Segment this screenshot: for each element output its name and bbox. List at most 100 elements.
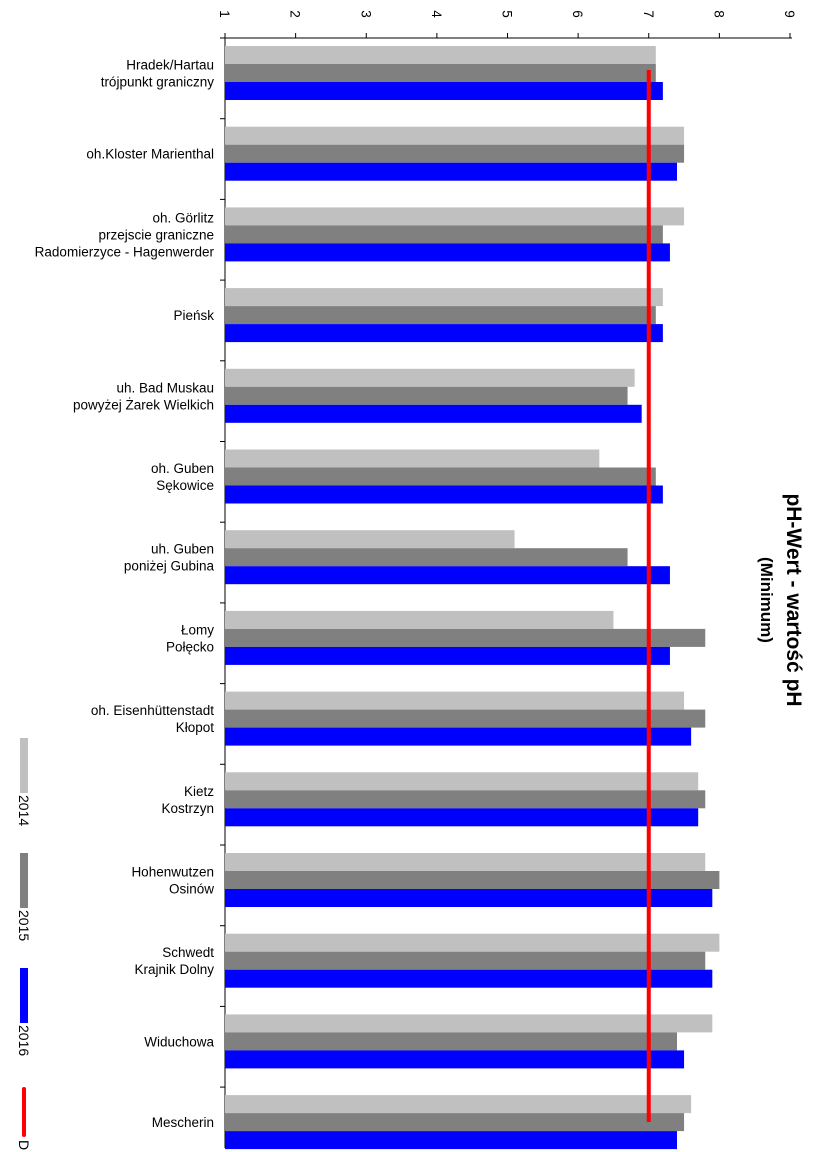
bar-2015: [225, 386, 628, 405]
bar-2014: [225, 46, 656, 64]
bar-2016: [225, 889, 713, 907]
bar-2016: [225, 162, 677, 181]
chart-title: pH-Wert - wartość pH: [782, 493, 805, 706]
category-label-line: oh.Kloster Marienthal: [86, 147, 214, 162]
bar-2014: [225, 530, 515, 549]
legend-swatch-2014: [20, 738, 28, 793]
category-label: oh. Eisenhüttenstadt Kłopot: [91, 703, 214, 735]
bar-2015: [225, 790, 706, 809]
category-label: Łomy Połęcko: [166, 622, 214, 654]
legend-label: 2014: [16, 795, 32, 826]
category-label-line: Radomierzyce - Hagenwerder: [35, 244, 215, 259]
legend-swatch-2015: [20, 853, 28, 908]
bar-2015: [225, 1032, 677, 1051]
category-label-line: Mescherin: [152, 1115, 214, 1130]
bar-2015: [225, 548, 628, 567]
category-label-line: uh. Bad Muskau: [116, 380, 214, 395]
category-label-line: oh. Eisenhüttenstadt: [91, 703, 214, 718]
bar-2015: [225, 951, 706, 970]
legend-label: 2015: [16, 910, 32, 941]
bar-2014: [225, 368, 635, 387]
bar-2014: [225, 449, 600, 468]
category-label: Schwedt Krajnik Dolny: [134, 945, 214, 977]
category-label-line: uh. Guben: [151, 542, 214, 557]
bar-2014: [225, 1014, 713, 1033]
category-label-line: oh. Görlitz: [152, 210, 214, 225]
value-tick-label: 1: [217, 10, 232, 18]
bar-2016: [225, 646, 670, 665]
bar-2015: [225, 144, 685, 163]
bar-2016: [225, 566, 670, 585]
bar-2015: [225, 306, 656, 325]
category-label-line: Kostrzyn: [161, 801, 214, 816]
category-label: Hohenwutzen Osinów: [131, 865, 214, 897]
bar-2016: [225, 404, 642, 423]
value-tick-label: 8: [711, 10, 726, 18]
category-label-line: Pieńsk: [173, 308, 214, 323]
category-label-line: Połęcko: [166, 639, 214, 654]
category-label-line: poniżej Gubina: [124, 559, 215, 574]
category-label: oh.Kloster Marienthal: [86, 147, 214, 162]
bar-2014: [225, 853, 706, 871]
value-tick-label: 7: [641, 10, 656, 18]
bar-2015: [225, 64, 656, 82]
value-tick-label: 6: [570, 10, 585, 18]
bar-2014: [225, 288, 663, 307]
bar-2014: [225, 933, 720, 952]
bar-2016: [225, 82, 663, 100]
bar-2015: [225, 1113, 685, 1132]
bar-2014: [225, 772, 699, 791]
category-label-line: Osinów: [169, 882, 214, 897]
bar-2016: [225, 969, 713, 988]
bar-2015: [225, 871, 720, 889]
bar-2015: [225, 709, 706, 728]
chart-subtitle: (Minimum): [757, 557, 776, 643]
category-label-line: oh. Guben: [151, 461, 214, 476]
category-label-line: Łomy: [181, 622, 214, 637]
category-label: Pieńsk: [173, 308, 214, 323]
category-label-line: powyżej Żarek Wielkich: [73, 397, 214, 412]
bar-2014: [225, 126, 685, 145]
bar-2014: [225, 691, 685, 710]
bar-2016: [225, 485, 663, 504]
category-label: Kietz Kostrzyn: [161, 784, 214, 816]
category-label: uh. Bad Muskau powyżej Żarek Wielkich: [73, 380, 214, 412]
value-tick-label: 3: [358, 10, 373, 18]
category-label-line: trójpunkt graniczny: [101, 75, 215, 90]
category-label: uh. Guben poniżej Gubina: [124, 542, 215, 574]
bar-2016: [225, 1050, 685, 1069]
bar-2016: [225, 808, 699, 827]
category-label-line: przejscie graniczne: [98, 227, 214, 242]
bar-2016: [225, 1131, 677, 1150]
plot-area: 1 2 3 4 5 6 7 8 9 Hradek/Hartau trójpunkt graniczn…: [35, 10, 797, 1150]
category-label: Mescherin: [152, 1115, 214, 1130]
legend-label: D: [16, 1140, 32, 1150]
value-tick-label: 5: [500, 10, 515, 18]
bar-2015: [225, 225, 663, 244]
bar-2016: [225, 727, 692, 746]
category-label-line: Hradek/Hartau: [126, 58, 214, 73]
category-label: oh. Guben Sękowice: [151, 461, 214, 493]
category-label-line: Kłopot: [176, 720, 215, 735]
category-label-line: Widuchowa: [144, 1034, 214, 1049]
bar-2015: [225, 628, 706, 647]
legend: 2014 2015 2016 D: [16, 738, 32, 1150]
category-label-line: Hohenwutzen: [131, 865, 214, 880]
value-tick-label: 4: [429, 10, 444, 18]
category-label: oh. Görlitz przejscie graniczne Radomierzy…: [35, 210, 215, 259]
category-label: Hradek/Hartau trójpunkt graniczny: [101, 58, 215, 90]
category-label: Widuchowa: [144, 1034, 214, 1049]
category-label-line: Krajnik Dolny: [134, 962, 214, 977]
bar-2014: [225, 207, 685, 226]
category-label-line: Sękowice: [156, 478, 214, 493]
category-label-line: Schwedt: [162, 945, 214, 960]
bar-2014: [225, 610, 614, 629]
bar-2015: [225, 467, 656, 486]
legend-swatch-2016: [20, 968, 28, 1023]
legend-label: 2016: [16, 1025, 32, 1056]
category-label-line: Kietz: [184, 784, 214, 799]
bar-2016: [225, 243, 670, 262]
value-tick-label: 9: [782, 10, 797, 18]
bar-2014: [225, 1095, 692, 1114]
